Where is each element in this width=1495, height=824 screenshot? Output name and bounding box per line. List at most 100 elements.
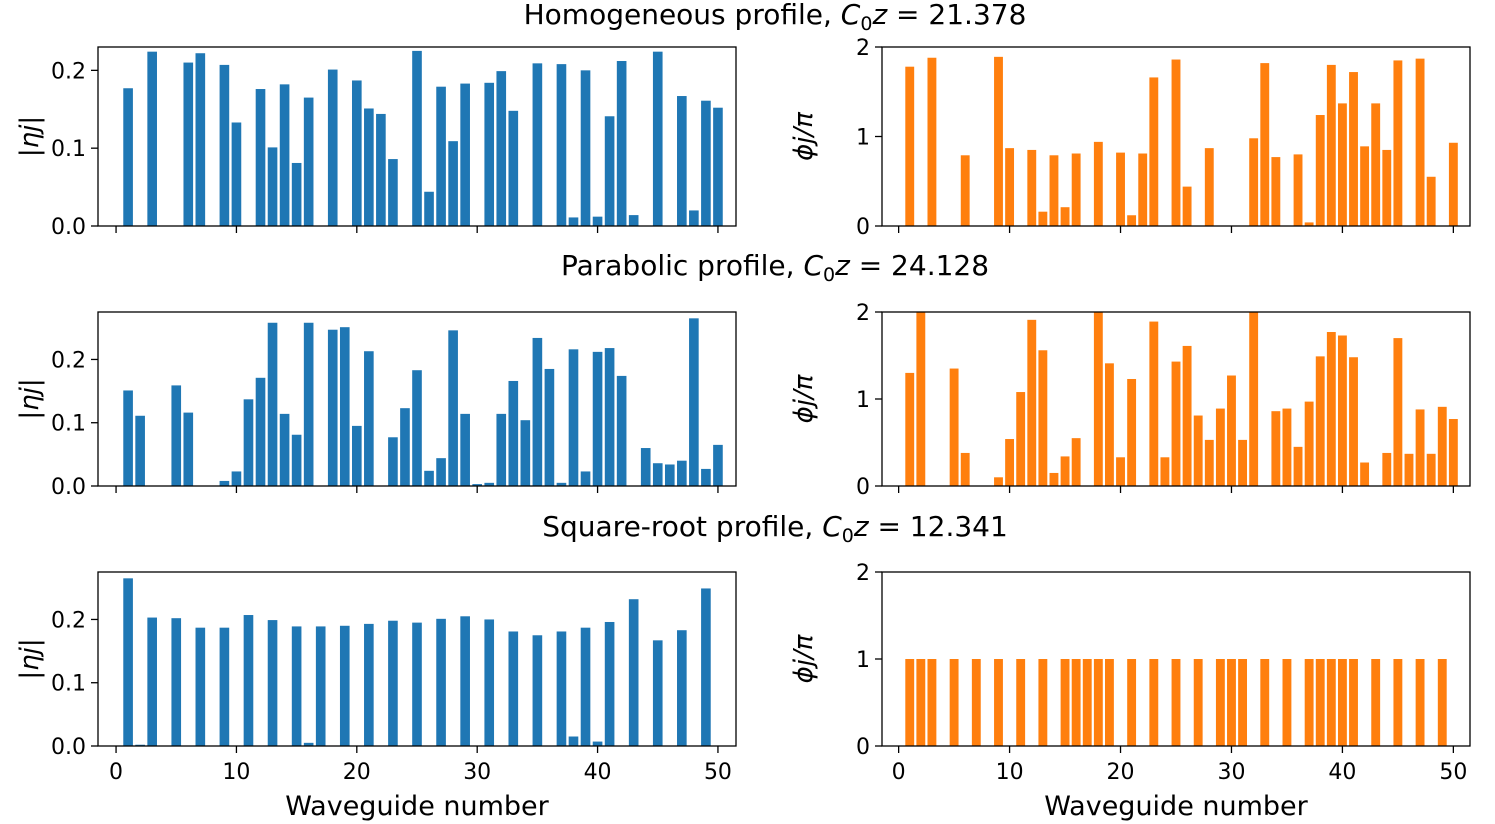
bar: [652, 640, 663, 746]
bar: [460, 413, 470, 486]
bar: [1337, 103, 1347, 226]
y-axis-label: ϕj/π: [789, 374, 819, 423]
bar: [1027, 319, 1037, 486]
bar: [677, 96, 687, 227]
bar: [1060, 207, 1070, 226]
y-tick-label: 0.0: [51, 215, 86, 240]
bar: [219, 480, 230, 486]
bar: [1093, 141, 1103, 226]
bar: [1104, 659, 1114, 746]
x-tick-label: 30: [463, 760, 491, 785]
y-tick-label: 2: [856, 301, 870, 326]
bar: [1215, 408, 1225, 486]
bar: [580, 627, 591, 746]
y-tick-label: 0.2: [51, 348, 86, 373]
bar: [592, 351, 603, 486]
bar: [1005, 439, 1015, 486]
bar: [1349, 357, 1358, 486]
bar: [1227, 659, 1236, 746]
bar: [1149, 321, 1159, 486]
bar: [1282, 408, 1292, 486]
row-title: Homogeneous profile, C0z = 21.378: [524, 0, 1027, 35]
bar: [1049, 472, 1059, 486]
bar: [267, 147, 278, 226]
bar: [364, 351, 374, 486]
bar: [949, 659, 959, 746]
bar: [652, 463, 663, 486]
bar: [123, 88, 133, 226]
panel-parabolic-amplitude: 0.0 0.1 0.2|ηj|: [15, 311, 737, 500]
bar: [713, 107, 723, 226]
bar: [1393, 659, 1403, 746]
x-axis-label: Waveguide number: [1044, 791, 1308, 822]
bar: [195, 627, 206, 746]
bar: [532, 337, 543, 486]
bar: [1315, 659, 1325, 746]
bar: [1249, 312, 1259, 486]
bar: [592, 741, 603, 746]
bar: [460, 83, 470, 226]
bar: [291, 162, 302, 226]
bar: [1437, 659, 1447, 746]
bar: [1027, 149, 1037, 226]
bar: [123, 390, 133, 486]
bar: [1149, 659, 1159, 746]
bar: [949, 368, 959, 486]
bar: [1127, 215, 1137, 226]
bar: [1382, 149, 1392, 226]
x-tick-label: 30: [1217, 760, 1245, 785]
y-tick-label: 0.2: [51, 59, 86, 84]
bar: [460, 616, 470, 746]
bar: [1038, 350, 1048, 486]
bar: [388, 437, 398, 486]
bar: [339, 327, 350, 486]
y-axis-label: |ηj|: [15, 638, 45, 679]
bar: [1349, 659, 1358, 746]
bar: [1016, 392, 1026, 486]
bar: [1060, 456, 1070, 486]
bar: [664, 464, 675, 486]
bar: [231, 122, 242, 226]
bar: [183, 62, 194, 226]
bar: [400, 408, 410, 486]
bar: [1193, 415, 1203, 486]
bar: [628, 599, 639, 746]
bar: [616, 375, 627, 486]
bar: [568, 217, 579, 226]
bar: [1371, 103, 1381, 226]
bar: [412, 50, 422, 227]
bar: [1293, 154, 1303, 226]
bar: [532, 635, 543, 746]
bar: [1326, 332, 1336, 486]
bar: [1271, 411, 1281, 486]
panel-homogeneous-phase: 0 1 2 ϕj/π: [789, 36, 1471, 240]
bar: [1326, 659, 1336, 746]
bar: [171, 618, 182, 746]
bar: [1260, 63, 1270, 226]
bar: [1326, 64, 1336, 227]
bar: [1426, 453, 1436, 486]
panel-parabolic-phase: 0 1 2 ϕj/π: [789, 301, 1471, 500]
bar: [905, 659, 915, 746]
bar: [364, 108, 374, 226]
bar: [1238, 439, 1248, 486]
bar: [219, 64, 230, 227]
bar: [1249, 138, 1259, 226]
bar: [592, 216, 603, 226]
x-tick-label: 50: [1439, 760, 1467, 785]
x-tick-label: 10: [222, 760, 250, 785]
bar: [701, 100, 711, 226]
y-tick-label: 0.2: [51, 608, 86, 633]
bar: [171, 385, 182, 486]
bar: [1404, 453, 1414, 486]
row-title: Parabolic profile, C0z = 24.128: [561, 249, 989, 286]
bar: [424, 191, 434, 226]
bar: [147, 51, 157, 227]
y-tick-label: 1: [856, 126, 870, 151]
plot-frame: [97, 571, 737, 747]
bar: [255, 89, 266, 226]
x-tick-label: 10: [996, 760, 1024, 785]
bar: [916, 659, 926, 746]
